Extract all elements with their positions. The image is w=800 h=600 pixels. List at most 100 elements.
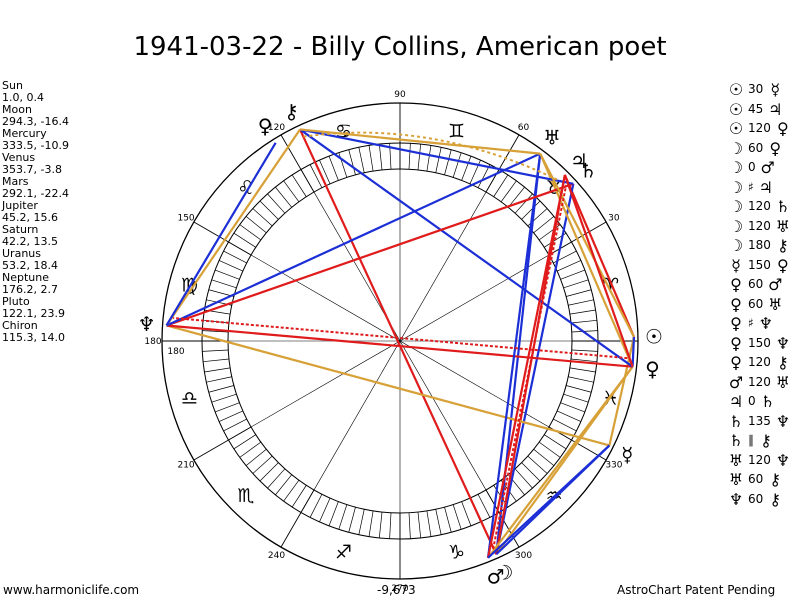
aspect-planet-b: ⚷ bbox=[769, 470, 782, 489]
degree-tick bbox=[569, 367, 596, 373]
degree-tick bbox=[202, 330, 229, 333]
planet-glyph-pluto: ♀ bbox=[258, 114, 273, 138]
degree-tick bbox=[452, 504, 462, 530]
degree-tick bbox=[571, 349, 598, 352]
aspect-line bbox=[166, 324, 633, 368]
degree-tick bbox=[435, 147, 442, 173]
planet-glyph-venus: ♀ bbox=[645, 357, 660, 381]
aspect-row: ♅ 60 ⚷ bbox=[727, 470, 792, 490]
aspect-line bbox=[487, 366, 634, 559]
degree-tick bbox=[319, 497, 331, 523]
degree-tick bbox=[291, 485, 307, 508]
aspect-row: ♀ ♯ ♆ bbox=[727, 314, 792, 334]
planet-name-saturn: Saturn bbox=[2, 223, 39, 236]
degree-tick bbox=[444, 149, 452, 175]
aspect-planet-a: ☽ bbox=[728, 236, 744, 255]
degree-tick bbox=[211, 393, 237, 403]
degree-label: 30 bbox=[608, 214, 620, 224]
degree-tick bbox=[417, 512, 422, 538]
planet-glyph-uranus: ♅ bbox=[543, 126, 561, 150]
degree-tick bbox=[267, 193, 286, 214]
aspect-row: ♀ 150 ♆ bbox=[727, 334, 792, 354]
zodiac-divider bbox=[280, 489, 315, 548]
degree-tick bbox=[245, 216, 267, 234]
aspect-value: 120 bbox=[748, 121, 771, 135]
aspect-planet-b: ♃ bbox=[768, 99, 783, 119]
degree-tick bbox=[338, 504, 348, 530]
planet-value-sun: 1.0, 0.4 bbox=[2, 91, 44, 104]
aspect-line bbox=[486, 153, 542, 558]
aspect-planet-a: ♄ bbox=[728, 431, 744, 450]
aspect-row: ♅ 120 ♆ bbox=[727, 451, 792, 471]
aspect-row: ☽ 180 ⚷ bbox=[727, 236, 792, 256]
website-link[interactable]: www.harmoniclife.com bbox=[3, 583, 140, 597]
planet-value-neptune: 176.2, 2.7 bbox=[2, 283, 58, 296]
planet-name-mercury: Mercury bbox=[2, 127, 47, 140]
aspect-planet-b: ♄ bbox=[760, 392, 775, 411]
planet-value-pluto: 122.1, 23.9 bbox=[2, 307, 65, 320]
zodiac-divider bbox=[485, 134, 520, 193]
zodiac-sign-glyph: ♊ bbox=[448, 120, 465, 142]
degree-label: 120 bbox=[268, 123, 285, 133]
planet-glyph-chiron: ⚷ bbox=[284, 99, 299, 123]
planet-value-mars: 292.1, -22.4 bbox=[2, 187, 69, 200]
aspect-row: ♄ 135 ♆ bbox=[727, 412, 792, 432]
aspect-row: ☽ 0 ♂ bbox=[727, 158, 792, 178]
degree-tick bbox=[569, 309, 596, 315]
aspect-value: 30 bbox=[748, 82, 764, 96]
degree-tick bbox=[328, 156, 339, 181]
aspect-value: 120 bbox=[748, 374, 771, 389]
degree-tick bbox=[417, 144, 422, 170]
aspect-planet-b: ♀ bbox=[777, 255, 789, 275]
aspect-planet-a: ♀ bbox=[730, 294, 742, 314]
aspect-line bbox=[631, 336, 636, 367]
degree-tick bbox=[233, 232, 256, 248]
degree-label: 90 bbox=[394, 90, 406, 100]
aspect-line bbox=[165, 142, 277, 327]
aspect-line bbox=[495, 153, 542, 555]
aspect-row: ☉ 120 ♀ bbox=[727, 119, 792, 139]
aspect-row: ♂ 120 ♅ bbox=[727, 373, 792, 393]
degree-tick bbox=[527, 455, 548, 474]
aspect-line bbox=[299, 128, 574, 185]
degree-tick bbox=[275, 186, 293, 208]
aspect-row: ☿ 150 ♀ bbox=[727, 256, 792, 276]
aspect-planet-b: ♂ bbox=[760, 158, 775, 177]
degree-tick bbox=[202, 349, 229, 352]
aspect-line bbox=[487, 444, 611, 559]
degree-tick bbox=[309, 494, 323, 518]
degree-tick bbox=[348, 149, 356, 175]
aspect-row: ♄ ∥ ⚷ bbox=[727, 431, 792, 451]
degree-tick bbox=[461, 156, 472, 181]
degree-tick bbox=[444, 507, 452, 533]
aspect-line bbox=[166, 182, 574, 327]
degree-tick bbox=[259, 462, 279, 482]
degree-tick bbox=[252, 455, 273, 474]
degree-tick bbox=[368, 510, 374, 537]
degree-label: 210 bbox=[177, 461, 194, 471]
degree-tick bbox=[426, 145, 432, 172]
aspect-list: ☉ 30 ☿ ☉ 45 ♃ ☉ 120 ♀ ☽ 60 ♀ ☽ 0 ♂ ☽ ♯ ♃ ☽ 120 ♄ ☽ 120 ♅ ☽ 180 ⚷ ☿ 1… bbox=[727, 80, 792, 509]
degree-tick bbox=[267, 468, 286, 489]
degree-tick bbox=[544, 434, 567, 450]
aspect-value: 45 bbox=[748, 101, 764, 116]
degree-tick bbox=[566, 289, 592, 297]
parallel-aspect-line bbox=[492, 184, 568, 550]
aspect-line bbox=[539, 153, 635, 338]
aspect-row: ♀ 60 ♅ bbox=[727, 295, 792, 315]
degree-tick bbox=[223, 250, 247, 264]
planet-glyph-saturn: ♄ bbox=[579, 158, 597, 182]
degree-tick bbox=[571, 358, 597, 363]
aspect-value: 60 bbox=[748, 277, 764, 291]
aspect-planet-b: ☿ bbox=[770, 80, 781, 99]
degree-tick bbox=[533, 448, 555, 466]
degree-tick bbox=[204, 367, 231, 373]
planet-position-list: Sun 1.0, 0.4 Moon 294.3, -16.4 Mercury 3… bbox=[2, 80, 69, 344]
aspect-planet-a: ♅ bbox=[728, 470, 744, 489]
degree-tick bbox=[556, 260, 582, 272]
aspect-row: ☉ 30 ☿ bbox=[727, 80, 792, 100]
zodiac-divider bbox=[193, 221, 252, 256]
planet-glyph-mars: ♂ bbox=[487, 564, 505, 588]
aspect-row: ♀ 120 ⚷ bbox=[727, 353, 792, 373]
planet-glyph-moon: ☽ bbox=[496, 560, 514, 584]
